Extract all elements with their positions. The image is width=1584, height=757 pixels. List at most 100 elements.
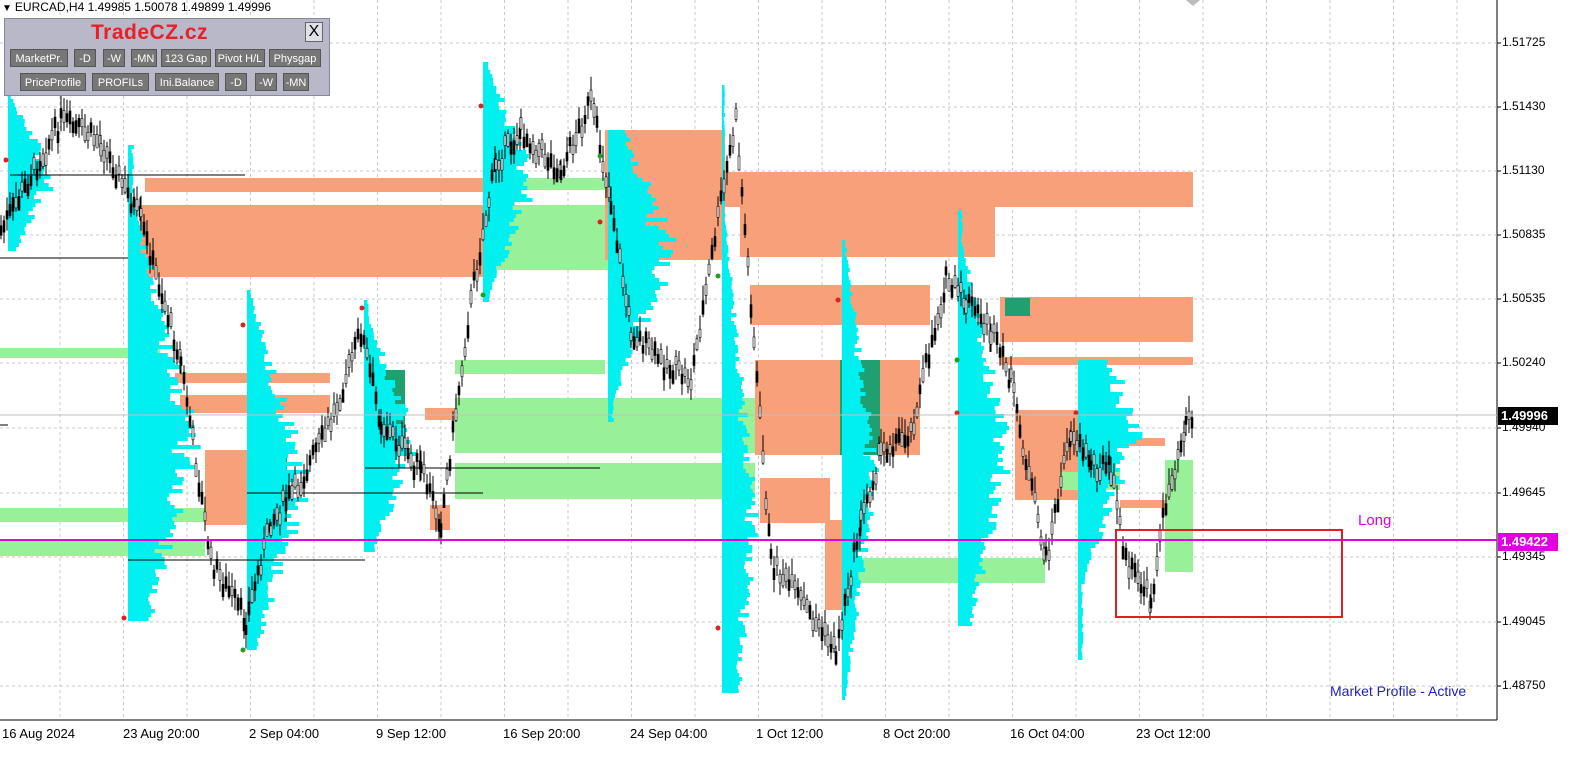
volume-bar	[364, 360, 380, 364]
volume-bar	[247, 446, 295, 450]
candle-body	[356, 328, 360, 340]
candle-body	[484, 214, 488, 227]
price-tick: 1.50535	[1502, 291, 1546, 305]
btn-pivot-hl[interactable]: Pivot H/L	[215, 49, 265, 67]
volume-bar	[842, 556, 862, 560]
btn-month-1[interactable]: -MN	[131, 49, 157, 67]
candle-body	[388, 423, 392, 438]
candle-body	[737, 155, 741, 171]
btn-price-profile[interactable]: PriceProfile	[20, 73, 86, 91]
volume-bar	[722, 473, 749, 477]
volume-bar	[842, 692, 847, 696]
volume-bar	[722, 209, 725, 213]
btn-month-2[interactable]: -MN	[283, 73, 309, 91]
volume-bar	[608, 150, 633, 154]
volume-bar	[722, 485, 751, 489]
candle-body	[256, 565, 260, 576]
candle-body	[17, 196, 21, 211]
volume-bar	[958, 246, 964, 250]
price-tick: 1.51130	[1502, 163, 1545, 177]
volume-bar	[128, 269, 147, 273]
candle-body	[894, 433, 898, 444]
btn-profils[interactable]: PROFILs	[92, 73, 149, 91]
volume-bar	[958, 498, 1002, 502]
volume-bar	[128, 605, 152, 609]
volume-bar	[958, 542, 985, 546]
volume-bar	[8, 195, 35, 199]
volume-bar	[958, 282, 972, 286]
volume-bar	[958, 530, 993, 534]
volume-bar	[608, 294, 657, 298]
volume-bar	[8, 215, 35, 219]
volume-bar	[483, 62, 489, 66]
btn-week-1[interactable]: -W	[103, 49, 125, 67]
volume-bar	[364, 460, 396, 464]
volume-bar	[247, 298, 254, 302]
time-tick: 16 Aug 2024	[2, 726, 76, 741]
dropdown-triangle-icon[interactable]: ▼	[2, 3, 12, 14]
btn-physgap[interactable]: Physgap	[269, 49, 321, 67]
volume-bar	[247, 450, 298, 454]
btn-market-profile[interactable]: MarketPr.	[10, 49, 68, 67]
candle-body	[944, 266, 948, 276]
candle-body	[188, 415, 192, 428]
candle-body	[44, 152, 48, 166]
candle-body	[236, 597, 240, 611]
volume-bar	[128, 225, 142, 229]
volume-bar	[483, 274, 497, 278]
volume-bar	[842, 588, 857, 592]
candle-body	[218, 569, 222, 581]
candle-body	[68, 110, 72, 125]
volume-bar	[722, 681, 740, 685]
volume-bar	[842, 636, 855, 640]
candle-body	[775, 556, 779, 566]
volume-bar	[364, 332, 374, 336]
volume-bar	[842, 304, 852, 308]
price-tick: 1.50240	[1502, 355, 1546, 369]
candle-body	[400, 435, 404, 449]
candle-body	[368, 363, 372, 378]
volume-bar	[247, 586, 269, 590]
volume-bar	[722, 645, 743, 649]
candle-body	[574, 132, 578, 147]
volume-bar	[842, 456, 871, 460]
btn-ini-balance[interactable]: Ini.Balance	[155, 73, 219, 91]
btn-day-1[interactable]: -D	[74, 49, 96, 67]
btn-day-2[interactable]: -D	[225, 73, 247, 91]
profile-block	[140, 205, 485, 277]
volume-bar	[722, 317, 732, 321]
volume-bar	[842, 468, 879, 472]
volume-bar	[364, 472, 398, 476]
volume-bar	[1078, 360, 1108, 364]
candle-body	[242, 617, 246, 632]
volume-bar	[958, 422, 1008, 426]
pivot-marker-green	[480, 292, 486, 298]
volume-bar	[722, 121, 725, 125]
btn-week-2[interactable]: -W	[255, 73, 277, 91]
candle-body	[299, 481, 303, 496]
volume-bar	[722, 609, 741, 613]
volume-bar	[958, 342, 982, 346]
volume-bar	[128, 433, 196, 437]
candle-body	[671, 370, 675, 384]
candle-body	[1078, 433, 1082, 448]
volume-bar	[364, 304, 369, 308]
volume-bar	[958, 502, 999, 506]
candle-body	[1161, 507, 1165, 518]
volume-bar	[722, 625, 745, 629]
volume-bar	[722, 329, 737, 333]
close-button[interactable]: X	[305, 22, 323, 42]
volume-bar	[128, 169, 133, 173]
candle-body	[185, 397, 189, 407]
volume-bar	[364, 516, 386, 520]
btn-123-gap[interactable]: 123 Gap	[161, 49, 211, 67]
candle-body	[1115, 500, 1119, 510]
volume-bar	[958, 382, 994, 386]
volume-bar	[128, 593, 150, 597]
volume-bar	[247, 570, 284, 574]
candle-body	[855, 539, 859, 550]
candle-body	[1176, 449, 1180, 460]
volume-bar	[1078, 508, 1112, 512]
volume-bar	[608, 414, 612, 418]
